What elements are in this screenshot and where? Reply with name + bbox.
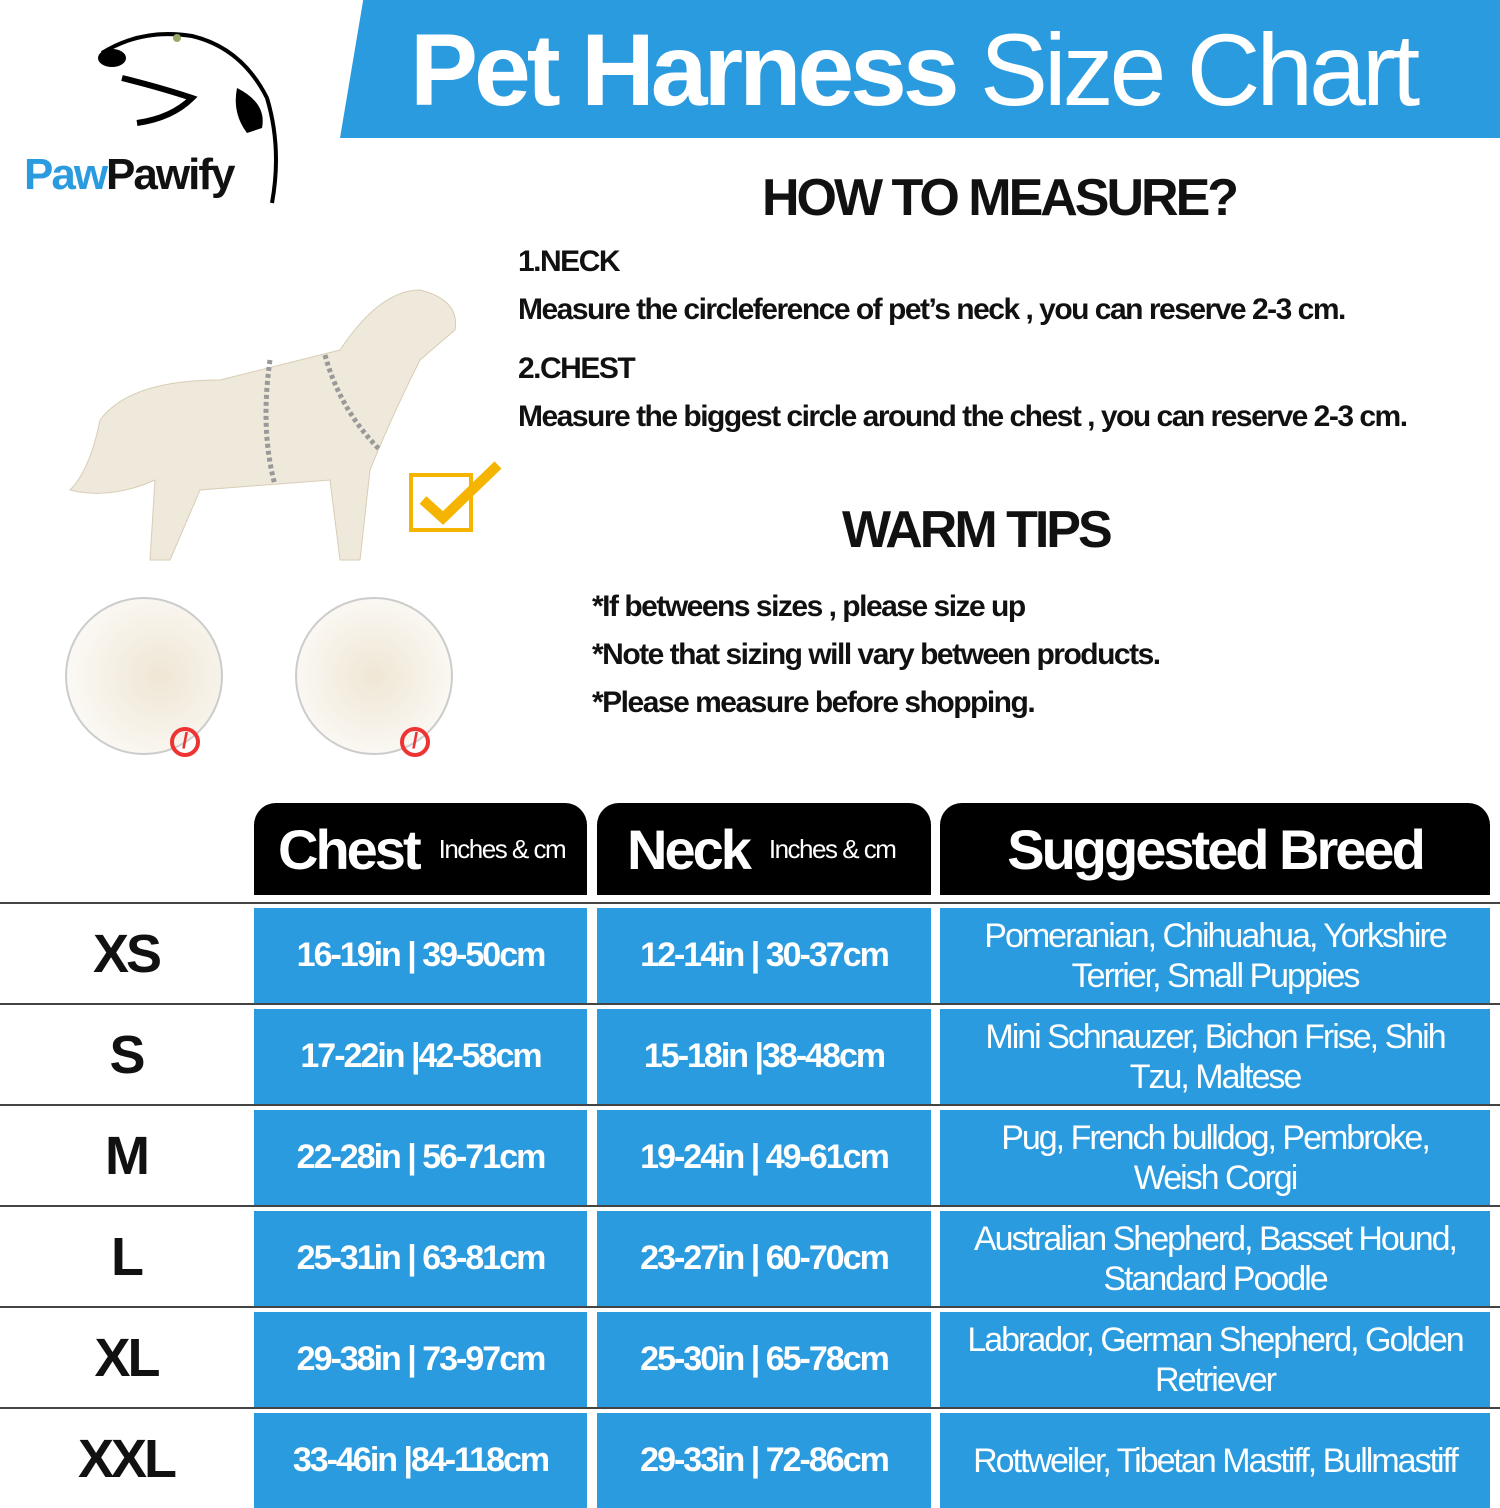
chest-value: 22-28in | 56-71cm: [254, 1106, 587, 1205]
how-to-heading: HOW TO MEASURE?: [762, 169, 1239, 227]
chest-value: 16-19in | 39-50cm: [254, 904, 587, 1003]
size-label: L: [111, 1226, 144, 1287]
chest-value: 17-22in |42-58cm: [254, 1005, 587, 1104]
breed-value: Australian Shepherd, Basset Hound, Stand…: [940, 1207, 1490, 1306]
tip-item: *If betweens sizes , please size up: [592, 590, 1026, 623]
page-title: Pet Harness Size Chart: [410, 12, 1420, 129]
chest-unit: Inches & cm: [438, 833, 567, 864]
prohibited-icon: /: [400, 727, 430, 757]
neck-instruction: Measure the circleference of pet’s neck …: [518, 293, 1346, 326]
header-breed: Suggested Breed: [940, 803, 1490, 895]
brand-logo: PawPawify: [24, 150, 235, 200]
table-row: XXL 33-46in |84-118cm 29-33in | 72-86cm Rot…: [0, 1407, 1500, 1508]
chest-instruction: Measure the biggest circle around the ch…: [518, 400, 1408, 433]
dog-measuring-photo: [69, 289, 457, 561]
breed-value: Labrador, German Shepherd, Golden Retrie…: [940, 1308, 1490, 1407]
chest-header: Chest: [278, 817, 422, 881]
neck-value: 19-24in | 49-61cm: [597, 1106, 931, 1205]
breed-value: Pug, French bulldog, Pembroke, Weish Cor…: [940, 1106, 1490, 1205]
size-label: XXL: [77, 1428, 177, 1489]
tip-item: *Note that sizing will vary between prod…: [592, 638, 1161, 671]
header-neck: Neck Inches & cm: [597, 803, 931, 895]
breed-value: Pomeranian, Chihuahua, Yorkshire Terrier…: [940, 904, 1490, 1003]
neck-value: 23-27in | 60-70cm: [597, 1207, 931, 1306]
table-row: M 22-28in | 56-71cm 19-24in | 49-61cm Pug, …: [0, 1104, 1500, 1205]
neck-value: 29-33in | 72-86cm: [597, 1409, 931, 1508]
table-row: XL 29-38in | 73-97cm 25-30in | 65-78cm Labr…: [0, 1306, 1500, 1407]
size-label: S: [109, 1024, 145, 1085]
tips-heading: WARM TIPS: [842, 501, 1113, 559]
dog-logo-icon: [98, 32, 278, 204]
neck-value: 25-30in | 65-78cm: [597, 1308, 931, 1407]
chest-value: 25-31in | 63-81cm: [254, 1207, 587, 1306]
wrong-neck-photo: [65, 597, 223, 755]
chest-label: 2.CHEST: [518, 352, 636, 385]
check-icon: [409, 461, 502, 532]
breed-value: Rottweiler, Tibetan Mastiff, Bullmastiff: [940, 1409, 1490, 1508]
size-label: XL: [94, 1327, 160, 1388]
chest-value: 29-38in | 73-97cm: [254, 1308, 587, 1407]
neck-header: Neck: [627, 817, 752, 881]
breed-value: Mini Schnauzer, Bichon Frise, Shih Tzu, …: [940, 1005, 1490, 1104]
neck-label: 1.NECK: [518, 245, 621, 278]
size-label: M: [105, 1125, 150, 1186]
title-bold: Pet Harness: [410, 13, 960, 127]
title-light: Size Chart: [979, 13, 1420, 127]
title-underline: [470, 136, 1482, 138]
breed-header: Suggested Breed: [1007, 817, 1426, 881]
neck-value: 15-18in |38-48cm: [597, 1005, 931, 1104]
size-label: XS: [92, 923, 162, 984]
table-row: XS 16-19in | 39-50cm 12-14in | 30-37cm Pome…: [0, 902, 1500, 1003]
brand-part1: Paw: [24, 150, 108, 199]
neck-value: 12-14in | 30-37cm: [597, 904, 931, 1003]
brand-part2: Pawify: [106, 150, 235, 199]
prohibited-icon: /: [170, 727, 200, 757]
title-banner: [340, 0, 1500, 138]
tip-item: *Please measure before shopping.: [592, 686, 1036, 719]
table-row: S 17-22in |42-58cm 15-18in |38-48cm Mini Sc…: [0, 1003, 1500, 1104]
wrong-chest-photo: [295, 597, 453, 755]
header-chest: Chest Inches & cm: [254, 803, 587, 895]
neck-unit: Inches & cm: [768, 833, 897, 864]
chest-value: 33-46in |84-118cm: [254, 1409, 587, 1508]
table-row: L 25-31in | 63-81cm 23-27in | 60-70cm Austr…: [0, 1205, 1500, 1306]
